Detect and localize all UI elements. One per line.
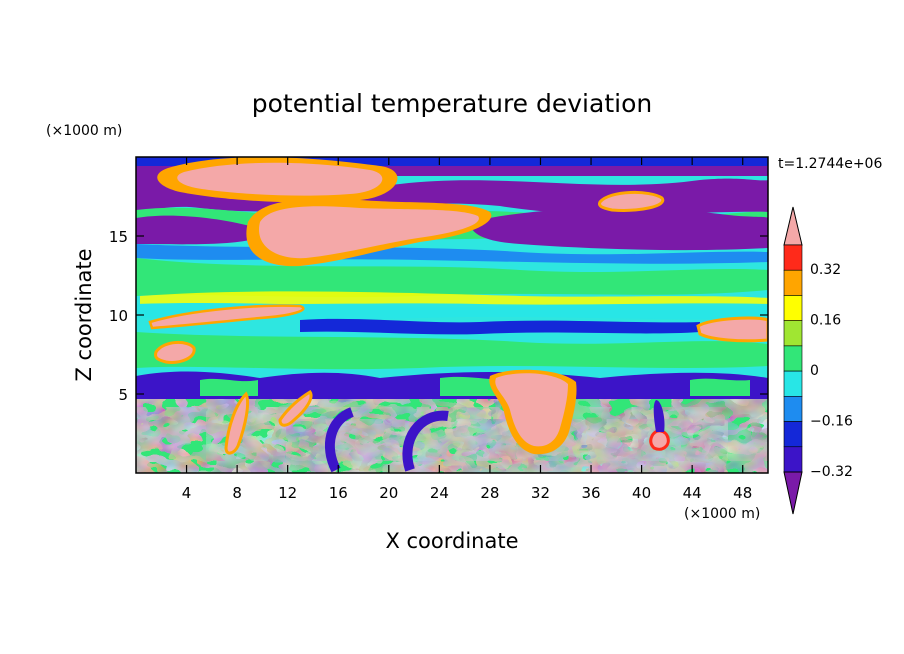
colorbar-swatch [783,421,803,448]
x-tick-label: 16 [329,484,348,502]
x-tick-label: 36 [581,484,600,502]
warm-plume-core [495,373,568,447]
colorbar-label: −0.32 [810,464,853,480]
x-tick-label: 4 [182,484,192,502]
band-purple-right [470,207,768,251]
colorbar: 0.32 0.16 0 −0.16 −0.32 [783,206,853,515]
y-tick-label: 15 [109,228,128,246]
x-tick-label: 8 [232,484,242,502]
colorbar-swatch [783,320,803,347]
band-green-mid [136,258,768,298]
colorbar-extend-min [783,471,803,515]
time-label: t=1.2744e+06 [778,156,882,172]
x-tick-label: 12 [278,484,297,502]
y-unit-label: (×1000 m) [46,123,122,139]
y-axis-ticks: 5 10 15 [109,228,768,404]
x-tick-label: 28 [480,484,499,502]
x-axis-ticks: 4 8 12 16 20 24 28 32 36 40 44 48 [182,157,752,502]
cool-arc-mid [402,410,449,472]
x-tick-label: 32 [531,484,550,502]
colorbar-extend-max [783,206,803,246]
band-blue-10km [300,318,700,335]
x-tick-label: 48 [733,484,752,502]
x-tick-label: 24 [430,484,449,502]
cool-column-right [653,400,665,432]
colorbar-label: −0.16 [810,414,853,430]
x-axis-label: X coordinate [385,529,518,553]
cool-arc-left [324,407,355,473]
warm-streak-left [148,304,305,330]
warm-blob-left [154,341,196,364]
warm-top-core [177,162,383,196]
green-pockets-5km [200,376,750,396]
colorbar-swatch [783,396,803,422]
band-green-lower [136,332,768,370]
x-tick-label: 44 [683,484,702,502]
colorbar-label: 0.16 [810,313,841,329]
colorbar-label: 0.32 [810,262,841,278]
x-tick-label: 40 [632,484,651,502]
warm-tower-mid [278,389,313,427]
warm-main-core [259,206,479,259]
y-axis-label: Z coordinate [72,248,96,381]
colorbar-swatch [783,295,803,321]
warm-hook-right [649,429,670,451]
band-yellow-streak [140,291,768,305]
band-purple-left [136,215,250,245]
x-unit-label: (×1000 m) [684,506,760,522]
chart-title: potential temperature deviation [252,89,652,118]
warm-right-blob [598,190,665,212]
lower-plume-cyan [286,419,768,473]
y-tick-label: 10 [109,307,128,325]
x-tick-label: 20 [379,484,398,502]
band-top-cool [136,166,768,176]
y-tick-label: 5 [118,386,128,404]
contour-field [136,157,768,473]
colorbar-swatch [783,269,803,296]
colorbar-swatch [783,446,803,473]
colorbar-swatch [783,345,803,372]
colorbar-label: 0 [810,363,819,379]
warm-tower-left [224,391,250,455]
warm-streak-right [696,316,768,343]
colorbar-swatch [783,244,803,271]
colorbar-swatch [783,370,803,397]
